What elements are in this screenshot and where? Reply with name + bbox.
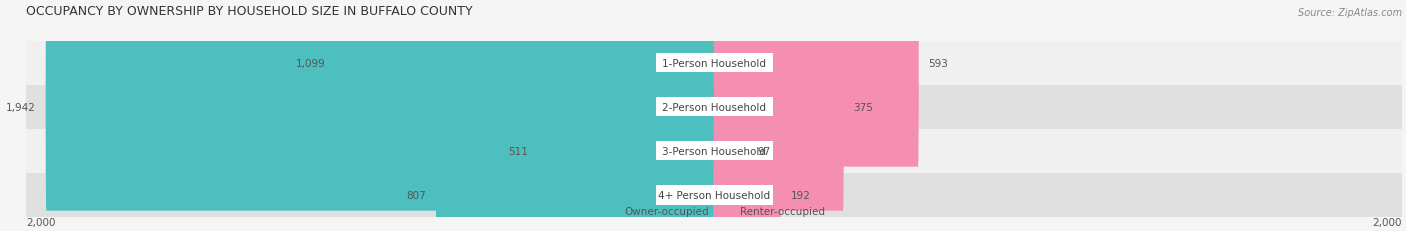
Text: 4+ Person Household: 4+ Person Household: [658, 190, 770, 200]
Text: 511: 511: [508, 146, 529, 156]
Text: 1,942: 1,942: [6, 102, 37, 112]
Legend: Owner-occupied, Renter-occupied: Owner-occupied, Renter-occupied: [599, 202, 830, 220]
Text: 2-Person Household: 2-Person Household: [662, 102, 766, 112]
FancyBboxPatch shape: [713, 91, 780, 231]
Bar: [655, 185, 772, 205]
Text: 3-Person Household: 3-Person Household: [662, 146, 766, 156]
Bar: [655, 98, 772, 117]
Bar: [27, 85, 1402, 129]
Text: 1-Person Household: 1-Person Household: [662, 58, 766, 68]
Text: 375: 375: [853, 102, 873, 112]
Text: OCCUPANCY BY OWNERSHIP BY HOUSEHOLD SIZE IN BUFFALO COUNTY: OCCUPANCY BY OWNERSHIP BY HOUSEHOLD SIZE…: [27, 4, 472, 17]
Text: 2,000: 2,000: [1372, 217, 1402, 227]
FancyBboxPatch shape: [436, 91, 714, 231]
Bar: [27, 173, 1402, 217]
FancyBboxPatch shape: [713, 4, 844, 211]
FancyBboxPatch shape: [45, 4, 714, 211]
Bar: [27, 42, 1402, 85]
FancyBboxPatch shape: [713, 0, 918, 167]
Text: 593: 593: [928, 58, 948, 68]
Text: 1,099: 1,099: [297, 58, 326, 68]
Text: 807: 807: [406, 190, 426, 200]
Bar: [27, 129, 1402, 173]
Bar: [655, 54, 772, 73]
Bar: [655, 142, 772, 161]
Text: 192: 192: [790, 190, 810, 200]
FancyBboxPatch shape: [336, 0, 714, 167]
Text: 2,000: 2,000: [27, 217, 56, 227]
Text: 97: 97: [758, 146, 770, 156]
FancyBboxPatch shape: [713, 48, 748, 231]
Text: Source: ZipAtlas.com: Source: ZipAtlas.com: [1298, 7, 1402, 17]
FancyBboxPatch shape: [537, 48, 714, 231]
